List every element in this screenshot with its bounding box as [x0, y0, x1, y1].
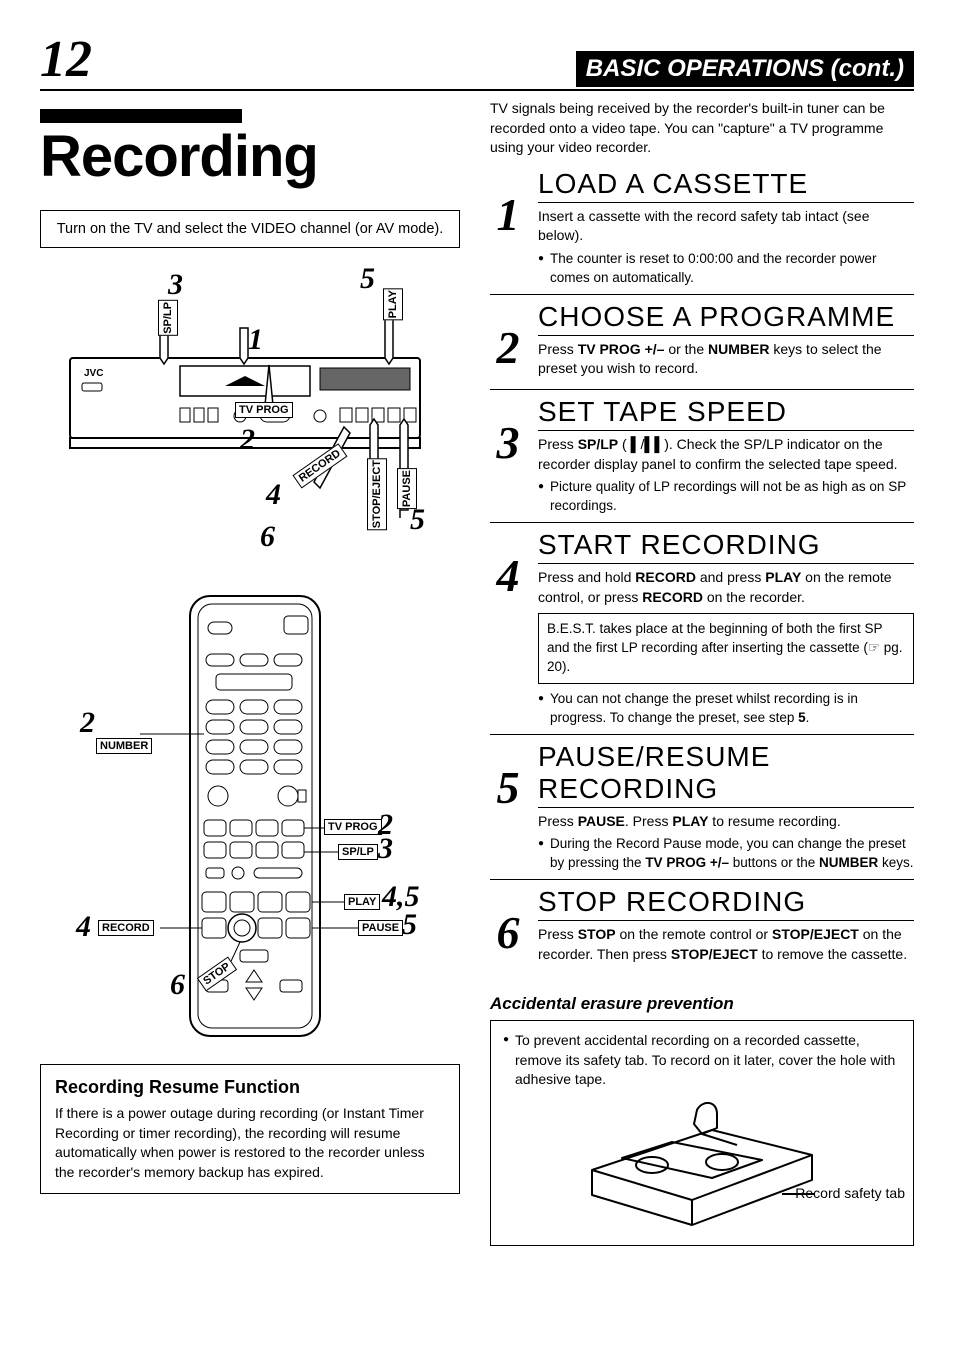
- label-pause-r: PAUSE: [358, 920, 403, 936]
- callout-1: 1: [248, 323, 263, 357]
- callout-r5: 5: [402, 908, 417, 942]
- step-body: CHOOSE A PROGRAMME Press TV PROG +/– or t…: [538, 301, 914, 383]
- tab-label: Record safety tab: [795, 1184, 905, 1204]
- step-number: 5: [490, 765, 526, 873]
- erasure-box: To prevent accidental recording on a rec…: [490, 1020, 914, 1246]
- label-number: NUMBER: [96, 738, 152, 754]
- remote-diagram: 2 NUMBER TV PROG 2 SP/LP 3 PLAY 4,5 PAUS…: [40, 586, 460, 1046]
- label-play: PLAY: [383, 288, 403, 320]
- title-bar: [40, 109, 242, 123]
- erasure-title: Accidental erasure prevention: [490, 994, 914, 1014]
- label-tvprog: TV PROG: [235, 402, 293, 418]
- label-tvprog-r: TV PROG: [324, 819, 382, 835]
- step-body: LOAD A CASSETTE Insert a cassette with th…: [538, 168, 914, 288]
- step-body: SET TAPE SPEED Press SP/LP ( ▌/▌▌). Check…: [538, 396, 914, 516]
- step: 5PAUSE/RESUME RECORDING Press PAUSE. Pres…: [490, 741, 914, 880]
- step-number: 1: [490, 192, 526, 288]
- callout-5: 5: [360, 262, 375, 296]
- erasure-section: Accidental erasure prevention To prevent…: [490, 994, 914, 1246]
- svg-text:JVC: JVC: [84, 368, 103, 379]
- step-title: PAUSE/RESUME RECORDING: [538, 741, 914, 808]
- main-title: Recording: [40, 123, 460, 190]
- step-text: Press STOP on the remote control or STOP…: [538, 925, 914, 964]
- step-title: STOP RECORDING: [538, 886, 914, 921]
- erasure-bullet: To prevent accidental recording on a rec…: [503, 1031, 901, 1090]
- step-body: STOP RECORDING Press STOP on the remote c…: [538, 886, 914, 968]
- step-title: START RECORDING: [538, 529, 914, 564]
- resume-title: Recording Resume Function: [55, 1075, 445, 1100]
- callout-4: 4: [266, 478, 281, 512]
- intro-paragraph: TV signals being received by the recorde…: [490, 99, 914, 158]
- step-note: B.E.S.T. takes place at the beginning of…: [538, 613, 914, 684]
- step-text: Insert a cassette with the record safety…: [538, 207, 914, 246]
- label-play-r: PLAY: [344, 894, 380, 910]
- step-text: Press PAUSE. Press PLAY to resume record…: [538, 812, 914, 832]
- step-body: START RECORDING Press and hold RECORD and…: [538, 529, 914, 728]
- step-number: 4: [490, 553, 526, 728]
- callout-r4: 4: [76, 910, 91, 944]
- resume-body: If there is a power outage during record…: [55, 1104, 445, 1182]
- step: 6 STOP RECORDING Press STOP on the remote …: [490, 886, 914, 974]
- step-text: Press TV PROG +/– or the NUMBER keys to …: [538, 340, 914, 379]
- label-pause: PAUSE: [397, 468, 417, 509]
- callout-2: 2: [240, 423, 255, 457]
- steps-list: 1 LOAD A CASSETTE Insert a cassette with t…: [490, 168, 914, 974]
- step: 1 LOAD A CASSETTE Insert a cassette with t…: [490, 168, 914, 295]
- callout-r3: 3: [378, 832, 393, 866]
- label-splp-r: SP/LP: [338, 844, 378, 860]
- step-bullet: During the Record Pause mode, you can ch…: [538, 835, 914, 873]
- step-title: CHOOSE A PROGRAMME: [538, 301, 914, 336]
- callout-6: 6: [260, 520, 275, 554]
- callout-3: 3: [168, 268, 183, 302]
- instruction-box: Turn on the TV and select the VIDEO chan…: [40, 210, 460, 248]
- step-text: Press and hold RECORD and press PLAY on …: [538, 568, 914, 607]
- step-bullet: Picture quality of LP recordings will no…: [538, 478, 914, 516]
- label-record-r: RECORD: [98, 920, 154, 936]
- step-bullet: You can not change the preset whilst rec…: [538, 690, 914, 728]
- step-title: SET TAPE SPEED: [538, 396, 914, 431]
- resume-function-box: Recording Resume Function If there is a …: [40, 1064, 460, 1194]
- step-title: LOAD A CASSETTE: [538, 168, 914, 203]
- step-text: Press SP/LP ( ▌/▌▌). Check the SP/LP ind…: [538, 435, 914, 474]
- step-bullet: The counter is reset to 0:00:00 and the …: [538, 250, 914, 288]
- cassette-icon: [562, 1100, 842, 1230]
- page-header: 12 BASIC OPERATIONS (cont.): [40, 30, 914, 91]
- label-splp: SP/LP: [158, 300, 178, 336]
- callout-r2: 2: [80, 706, 95, 740]
- section-header: BASIC OPERATIONS (cont.): [576, 51, 914, 87]
- step: 3 SET TAPE SPEED Press SP/LP ( ▌/▌▌). Chec…: [490, 396, 914, 523]
- page-number: 12: [40, 30, 92, 89]
- vcr-diagram: JVC: [40, 268, 460, 568]
- step: 2 CHOOSE A PROGRAMME Press TV PROG +/– or …: [490, 301, 914, 390]
- step: 4 START RECORDING Press and hold RECORD an…: [490, 529, 914, 735]
- label-stopeject: STOP/EJECT: [367, 458, 387, 530]
- step-body: PAUSE/RESUME RECORDING Press PAUSE. Press…: [538, 741, 914, 873]
- step-number: 3: [490, 420, 526, 516]
- callout-r6: 6: [170, 968, 185, 1002]
- step-number: 6: [490, 910, 526, 968]
- step-number: 2: [490, 325, 526, 383]
